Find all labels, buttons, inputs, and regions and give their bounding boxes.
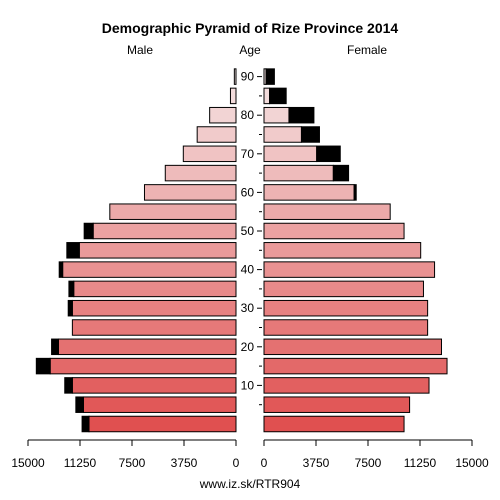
female-bar-5-9 (263, 396, 411, 413)
male-x-tick-label-3750: 3750 (171, 456, 198, 470)
male-surplus-bar-15-19 (35, 357, 51, 375)
source-label: www.iz.sk/RTR904 (199, 477, 301, 491)
age-tick-label-90: 90 (241, 70, 255, 84)
female-x-tick-label-15000: 15000 (455, 456, 489, 470)
bars-group (35, 68, 448, 433)
female-surplus-bar-75-79 (300, 126, 320, 143)
female-bar-85-89 (263, 87, 271, 105)
male-label: Male (127, 43, 153, 57)
age-tick-label-40: 40 (241, 263, 255, 277)
male-bar-35-39 (73, 280, 237, 298)
female-bar-15-19 (263, 357, 448, 375)
female-bar-20-24 (263, 338, 442, 356)
female-bar-35-39 (263, 280, 424, 298)
male-surplus-bar-20-24 (51, 338, 60, 356)
male-bar-55-59 (109, 203, 237, 220)
male-bar-85-89 (229, 87, 237, 105)
chart-title: Demographic Pyramid of Rize Province 201… (102, 20, 399, 36)
male-surplus-bar-0-4 (81, 415, 90, 433)
female-surplus-bar-70-74 (316, 145, 341, 163)
female-bar-60-64 (263, 184, 355, 201)
female-bar-40-44 (263, 261, 436, 278)
male-bar-70-74 (182, 145, 237, 163)
male-bar-80-84 (209, 106, 237, 124)
male-bar-65-69 (164, 164, 237, 182)
male-bar-10-14 (71, 377, 237, 394)
male-x-tick-label-0: 0 (233, 456, 240, 470)
female-x-tick-label-7500: 7500 (355, 456, 382, 470)
female-surplus-bar-65-69 (332, 164, 350, 182)
female-bar-70-74 (263, 145, 318, 163)
male-x-tick-label-7500: 7500 (119, 456, 146, 470)
female-bar-25-29 (263, 319, 429, 336)
female-x-tick-label-11250: 11250 (404, 456, 437, 470)
female-bar-75-79 (263, 126, 302, 143)
age-tick-label-60: 60 (241, 185, 255, 199)
female-surplus-bar-80-84 (288, 106, 315, 124)
female-x-tick-label-0: 0 (261, 456, 268, 470)
age-tick-label-50: 50 (241, 224, 255, 238)
female-surplus-bar-85-89 (269, 87, 287, 105)
male-surplus-bar-45-49 (66, 242, 80, 259)
male-bar-75-79 (196, 126, 237, 143)
male-bar-50-54 (92, 222, 237, 240)
male-bar-15-19 (49, 357, 237, 375)
male-bar-90+ (233, 68, 237, 85)
age-tick-label-70: 70 (241, 147, 255, 161)
female-bar-45-49 (263, 242, 422, 259)
female-bar-65-69 (263, 164, 334, 182)
age-tick-label-30: 30 (241, 301, 255, 315)
axes-group: 10 20 30 40 50 60 70 80 90 0 0 3750 3750 7500 7500 1125… (11, 70, 489, 470)
age-tick-label-10: 10 (241, 378, 255, 392)
male-surplus-bar-50-54 (83, 222, 94, 240)
male-bar-60-64 (143, 184, 237, 201)
male-bar-5-9 (82, 396, 237, 413)
male-surplus-bar-30-34 (67, 299, 73, 317)
female-bar-10-14 (263, 377, 430, 394)
male-surplus-bar-10-14 (64, 377, 73, 394)
female-bar-80-84 (263, 106, 290, 124)
male-x-tick-label-15000: 15000 (11, 456, 45, 470)
male-bar-0-4 (88, 415, 237, 433)
male-bar-25-29 (71, 319, 237, 336)
male-surplus-bar-35-39 (68, 280, 75, 298)
female-x-tick-label-3750: 3750 (303, 456, 330, 470)
age-tick-label-20: 20 (241, 340, 255, 354)
male-bar-30-34 (71, 299, 237, 317)
female-label: Female (347, 43, 387, 57)
male-bar-45-49 (78, 242, 237, 259)
female-bar-50-54 (263, 222, 405, 240)
female-surplus-bar-90+ (265, 68, 275, 85)
female-bar-55-59 (263, 203, 391, 220)
female-surplus-bar-60-64 (353, 184, 357, 201)
male-bar-40-44 (62, 261, 237, 278)
female-bar-30-34 (263, 299, 429, 317)
age-tick-label-80: 80 (241, 108, 255, 122)
male-x-tick-label-11250: 11250 (64, 456, 97, 470)
age-label: Age (239, 43, 261, 57)
male-bar-20-24 (58, 338, 237, 356)
male-surplus-bar-5-9 (75, 396, 84, 413)
female-bar-0-4 (263, 415, 405, 433)
male-surplus-bar-40-44 (58, 261, 64, 278)
